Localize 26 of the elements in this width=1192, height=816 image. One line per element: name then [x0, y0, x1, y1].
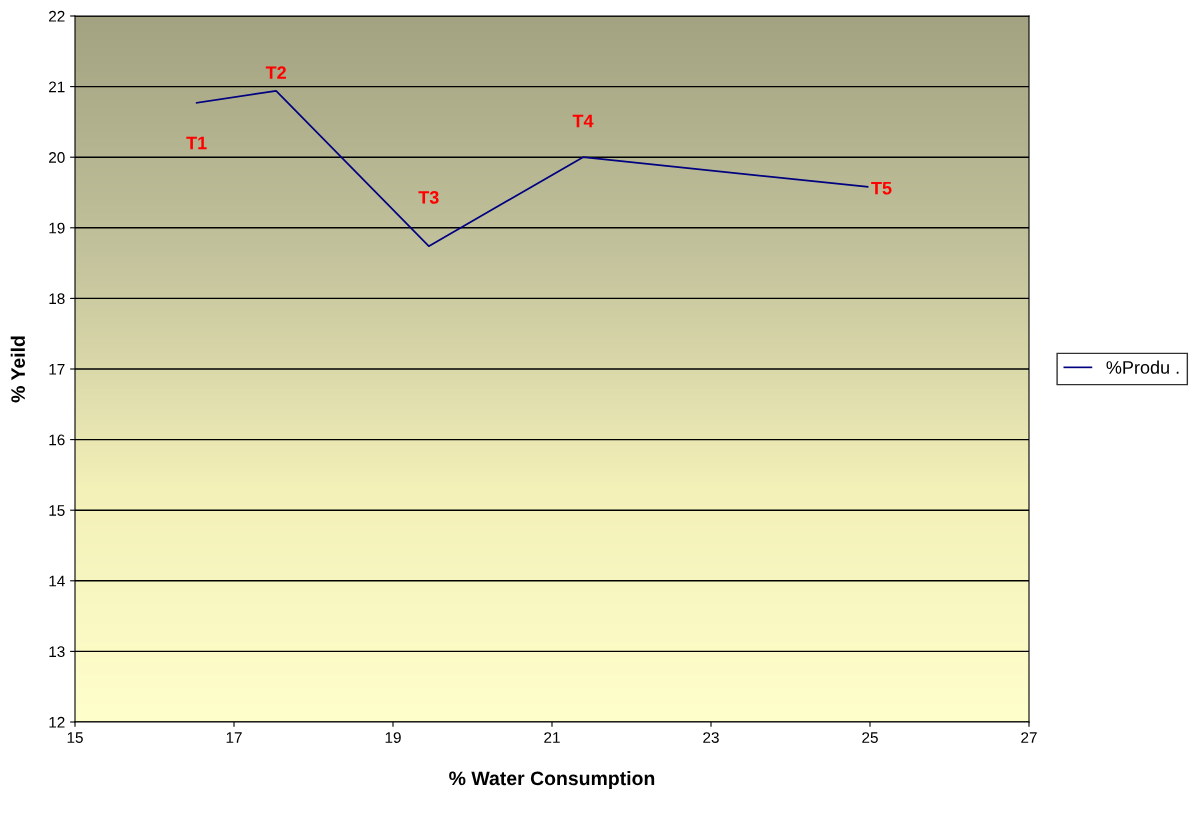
x-tick-label: 21	[544, 732, 560, 743]
y-tick-label: 14	[49, 575, 65, 587]
y-tick-label: 17	[49, 364, 65, 375]
y-tick-label: 12	[49, 716, 65, 728]
x-tick-label: 25	[862, 732, 878, 743]
annotation: T5	[871, 181, 892, 195]
x-tick-label: 23	[703, 732, 719, 743]
annotation: T1	[186, 136, 207, 150]
x-tick-label: 17	[226, 732, 242, 743]
y-axis-title: % Yeild	[10, 336, 25, 403]
x-tick-label: 27	[1021, 732, 1037, 743]
y-tick-label: 18	[49, 293, 65, 305]
y-tick-label: 15	[49, 505, 65, 516]
y-tick-label: 13	[49, 646, 65, 658]
annotation: T3	[418, 190, 439, 204]
y-tick-label: 20	[49, 152, 65, 163]
y-tick-label: 21	[49, 81, 65, 93]
legend-label: %Produ .	[1106, 360, 1179, 374]
annotation: T4	[572, 114, 594, 128]
x-tick-label: 15	[67, 732, 83, 743]
y-tick-label: 19	[49, 222, 65, 234]
x-axis-title: % Water Consumption	[449, 770, 655, 790]
x-tick-label: 19	[385, 732, 401, 743]
y-tick-label: 16	[49, 434, 65, 446]
y-tick-label: 22	[49, 10, 65, 22]
annotation: T2	[265, 66, 286, 79]
